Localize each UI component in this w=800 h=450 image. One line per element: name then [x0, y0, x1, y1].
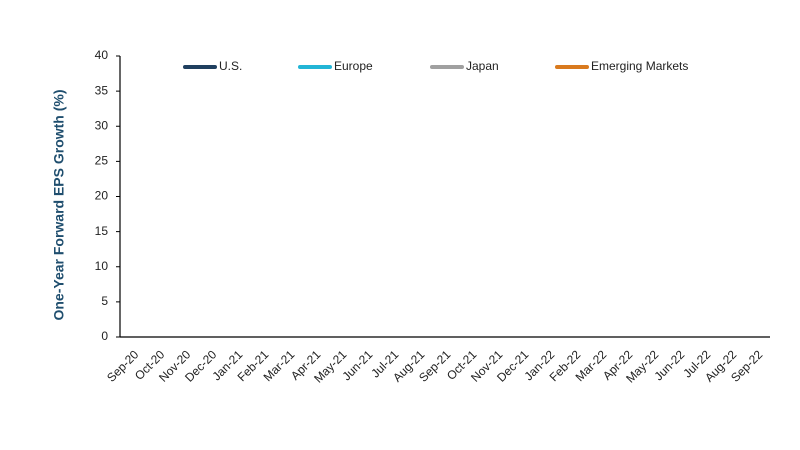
y-tick-label: 30 — [95, 118, 109, 132]
y-axis-label: One-Year Forward EPS Growth (%) — [51, 89, 67, 320]
legend-label: Europe — [334, 59, 373, 73]
y-tick-label: 25 — [95, 154, 109, 168]
y-tick-label: 5 — [101, 294, 108, 308]
x-tick-label: Jun-22 — [652, 347, 688, 383]
legend-label: U.S. — [219, 59, 242, 73]
y-tick-label: 0 — [101, 329, 108, 343]
legend-label: Emerging Markets — [591, 59, 688, 73]
x-tick-label: Sep-20 — [104, 347, 141, 384]
x-tick-label: Jun-21 — [340, 347, 376, 383]
y-tick-label: 35 — [95, 83, 109, 97]
y-tick-label: 10 — [95, 259, 109, 273]
legend-label: Japan — [466, 59, 499, 73]
y-tick-label: 40 — [95, 48, 109, 62]
y-tick-label: 15 — [95, 224, 109, 238]
y-tick-label: 20 — [95, 189, 109, 203]
